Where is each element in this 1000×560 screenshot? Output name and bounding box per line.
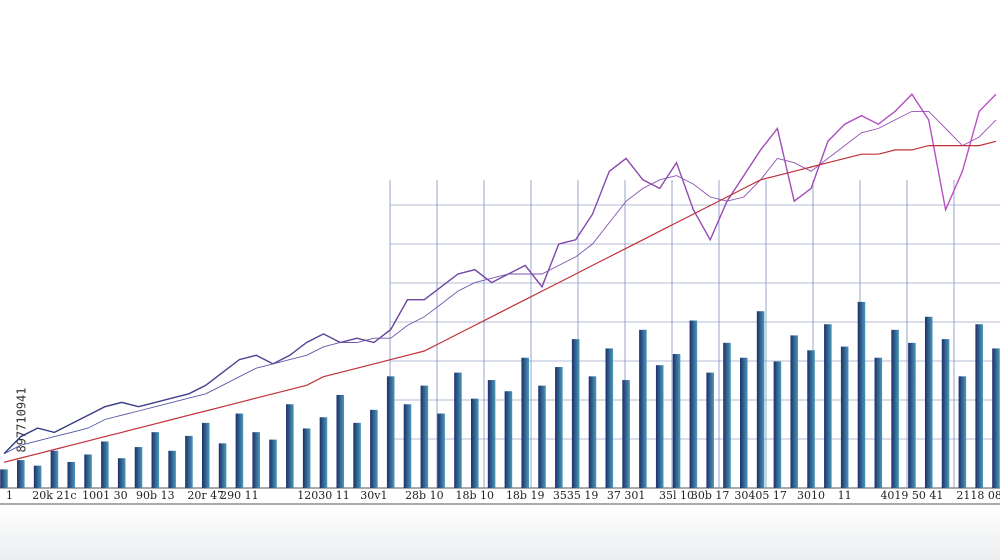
x-tick-label: 2118 08	[956, 489, 1000, 502]
volume-bars	[0, 301, 1000, 488]
volume-bar	[218, 443, 227, 488]
volume-bar	[639, 329, 647, 488]
series-line	[3, 93, 997, 455]
series-line	[3, 140, 997, 463]
volume-bar	[50, 450, 59, 488]
volume-bar	[689, 320, 698, 488]
volume-bar	[992, 348, 1000, 488]
volume-bar	[84, 454, 92, 488]
volume-bar	[622, 380, 630, 488]
x-tick-label: 37 301	[607, 489, 646, 502]
x-tick-label: 3535 19	[553, 489, 599, 502]
volume-bar	[101, 441, 109, 488]
volume-bar	[17, 460, 25, 488]
volume-bar	[521, 357, 530, 488]
volume-bar	[151, 432, 160, 488]
volume-bar	[185, 435, 193, 488]
volume-bar	[235, 413, 244, 488]
volume-bar	[336, 394, 345, 488]
volume-bar	[655, 365, 664, 488]
volume-bar	[252, 432, 260, 488]
volume-bar	[470, 398, 479, 488]
volume-bar	[286, 404, 294, 488]
volume-bar	[269, 439, 277, 488]
x-tick-label: 28b 10	[405, 489, 444, 502]
volume-bar	[891, 329, 899, 488]
volume-bar	[201, 422, 210, 488]
x-tick-label: 30v1	[360, 489, 387, 502]
volume-bar	[386, 376, 395, 488]
volume-bar	[958, 376, 967, 488]
volume-bar	[756, 311, 765, 488]
x-tick-label: 20r 47	[187, 489, 224, 502]
volume-bar	[319, 417, 328, 488]
volume-bar	[67, 461, 76, 488]
x-tick-label: 18b 10	[456, 489, 495, 502]
x-tick-label: 12030 11	[297, 489, 350, 502]
watermark-id: 897710941	[15, 387, 29, 452]
x-tick-label: 35l 10	[659, 489, 694, 502]
volume-bar	[790, 335, 799, 488]
x-tick-label: 30b 17	[691, 489, 730, 502]
x-tick-label: 90b 13	[136, 489, 175, 502]
volume-bar	[403, 404, 412, 488]
volume-bar	[941, 339, 950, 488]
volume-bar	[117, 458, 126, 488]
volume-bar	[0, 469, 8, 488]
volume-bar	[908, 342, 916, 488]
volume-bar	[33, 465, 42, 488]
volume-bar	[437, 413, 445, 488]
volume-bar	[924, 316, 933, 488]
volume-bar	[857, 301, 866, 488]
volume-bar	[605, 348, 614, 488]
x-tick-label: 3010	[797, 489, 825, 502]
volume-bar	[168, 450, 176, 488]
volume-bar	[571, 339, 580, 488]
x-tick-label: 30405 17	[734, 489, 787, 502]
x-tick-label: 11	[838, 489, 852, 502]
volume-bar	[420, 385, 429, 488]
volume-bar	[134, 447, 143, 488]
volume-bar	[975, 324, 983, 488]
volume-bar	[773, 361, 782, 488]
volume-bar	[588, 376, 597, 488]
x-tick-label: 290 11	[220, 489, 259, 502]
volume-bar	[706, 372, 714, 488]
volume-bar	[723, 342, 731, 488]
floor	[0, 505, 1000, 560]
volume-bar	[504, 391, 513, 488]
volume-bar	[454, 372, 462, 488]
x-tick-label: 4019 50 41	[880, 489, 943, 502]
volume-bar	[840, 346, 849, 488]
volume-bar	[302, 428, 311, 488]
volume-bar	[740, 357, 748, 488]
x-tick-label: 1001 30	[82, 489, 128, 502]
volume-bar	[555, 367, 563, 488]
x-tick-label: 20k 21c	[32, 489, 76, 502]
volume-bar	[807, 350, 815, 488]
volume-bar	[538, 385, 546, 488]
x-tick-label: 18b 19	[506, 489, 545, 502]
volume-bar	[874, 357, 883, 488]
x-tick-label: 1	[6, 489, 13, 502]
volume-bar	[487, 380, 496, 488]
series-line	[3, 110, 997, 455]
volume-bar	[353, 422, 361, 488]
volume-bar	[370, 409, 378, 488]
volume-bar	[824, 324, 832, 488]
volume-bar	[672, 354, 681, 488]
